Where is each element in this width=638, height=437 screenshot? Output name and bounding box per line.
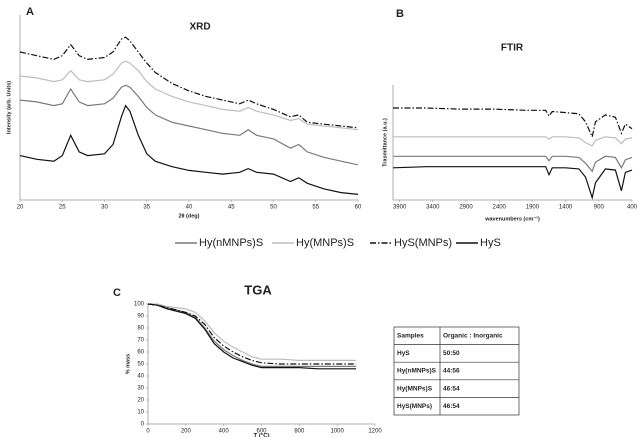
table-cell: Hy(nMNPs)S [397, 368, 437, 375]
y-tick-label: 10 [137, 410, 144, 416]
x-tick-label: 900 [594, 205, 605, 211]
x-tick-label: 60 [355, 205, 362, 211]
y-tick-label: 50 [137, 362, 144, 368]
x-tick-label: 25 [59, 205, 66, 211]
series-line [19, 104, 359, 195]
table-cell: Hy(MNPs)S [397, 385, 433, 392]
x-tick-label: 1400 [559, 205, 573, 211]
x-tick-label: 400 [219, 429, 230, 435]
x-axis-label: wavenumbers (cm⁻¹) [484, 215, 540, 222]
x-tick-label: 800 [294, 429, 305, 435]
y-tick-label: 70 [137, 338, 144, 344]
x-tick-label: 3400 [426, 205, 440, 211]
x-tick-label: 40 [186, 205, 193, 211]
y-tick-label: 0 [141, 422, 145, 428]
series-line [393, 107, 633, 139]
series-line [393, 155, 633, 173]
x-tick-label: 1900 [526, 205, 540, 211]
table-cell: 44:56 [443, 368, 460, 375]
x-tick-label: 55 [312, 205, 319, 211]
series-line [392, 166, 633, 200]
series-line [393, 136, 633, 147]
legend-label: HyS [480, 237, 501, 249]
table-cell: 46:54 [443, 403, 460, 410]
table-cell: 46:54 [443, 385, 460, 392]
y-tick-label: 100 [134, 302, 145, 308]
table-cell: Samples [397, 333, 424, 340]
series-line [147, 303, 357, 370]
y-tick-label: 90 [137, 314, 144, 320]
x-tick-label: 0 [146, 429, 150, 435]
x-axis-label: 2θ (deg) [178, 213, 199, 219]
x-tick-label: 35 [143, 205, 150, 211]
x-tick-label: 20 [17, 205, 24, 211]
series-line [19, 36, 359, 129]
chart-title: FTIR [501, 43, 524, 54]
panel-letter: C [113, 287, 121, 299]
x-tick-label: 400 [627, 205, 638, 211]
y-tick-label: 30 [137, 386, 144, 392]
y-axis-label: Trasmittance (a.u.) [382, 118, 388, 167]
series-line [148, 303, 357, 361]
x-tick-label: 1200 [368, 429, 382, 435]
y-tick-label: 60 [137, 350, 144, 356]
series-line [19, 60, 359, 131]
panel-letter: B [396, 8, 404, 20]
chart-title: TGA [244, 282, 272, 297]
x-axis-label: T (°C) [253, 434, 269, 437]
x-tick-label: 2400 [493, 205, 507, 211]
panel-letter: A [26, 6, 34, 18]
x-tick-label: 45 [228, 205, 235, 211]
y-axis-label: % mass [125, 354, 131, 375]
x-tick-label: 1000 [330, 429, 344, 435]
table-cell: HyS(MNPs) [397, 403, 432, 410]
x-tick-label: 50 [270, 205, 277, 211]
legend-label: Hy(MNPs)S [296, 237, 354, 249]
x-tick-label: 200 [181, 429, 192, 435]
legend-label: Hy(nMNPs)S [199, 237, 263, 249]
table-cell: HyS [397, 350, 410, 357]
y-tick-label: 20 [137, 398, 144, 404]
table-border [393, 326, 520, 416]
table-cell: 50:50 [443, 350, 460, 357]
table-cell: Organic : Inorganic [443, 333, 503, 340]
y-axis-label: Intensity (arb. Units) [6, 81, 12, 134]
x-tick-label: 3900 [393, 205, 407, 211]
y-tick-label: 40 [137, 374, 144, 380]
chart-title: XRD [189, 22, 210, 33]
series-line [19, 84, 359, 166]
legend-label: HyS(MNPs) [394, 237, 452, 249]
x-tick-label: 30 [101, 205, 108, 211]
series-line [147, 303, 357, 365]
x-tick-label: 2900 [459, 205, 473, 211]
x-tick-label: 600 [256, 429, 267, 435]
y-tick-label: 80 [137, 326, 144, 332]
